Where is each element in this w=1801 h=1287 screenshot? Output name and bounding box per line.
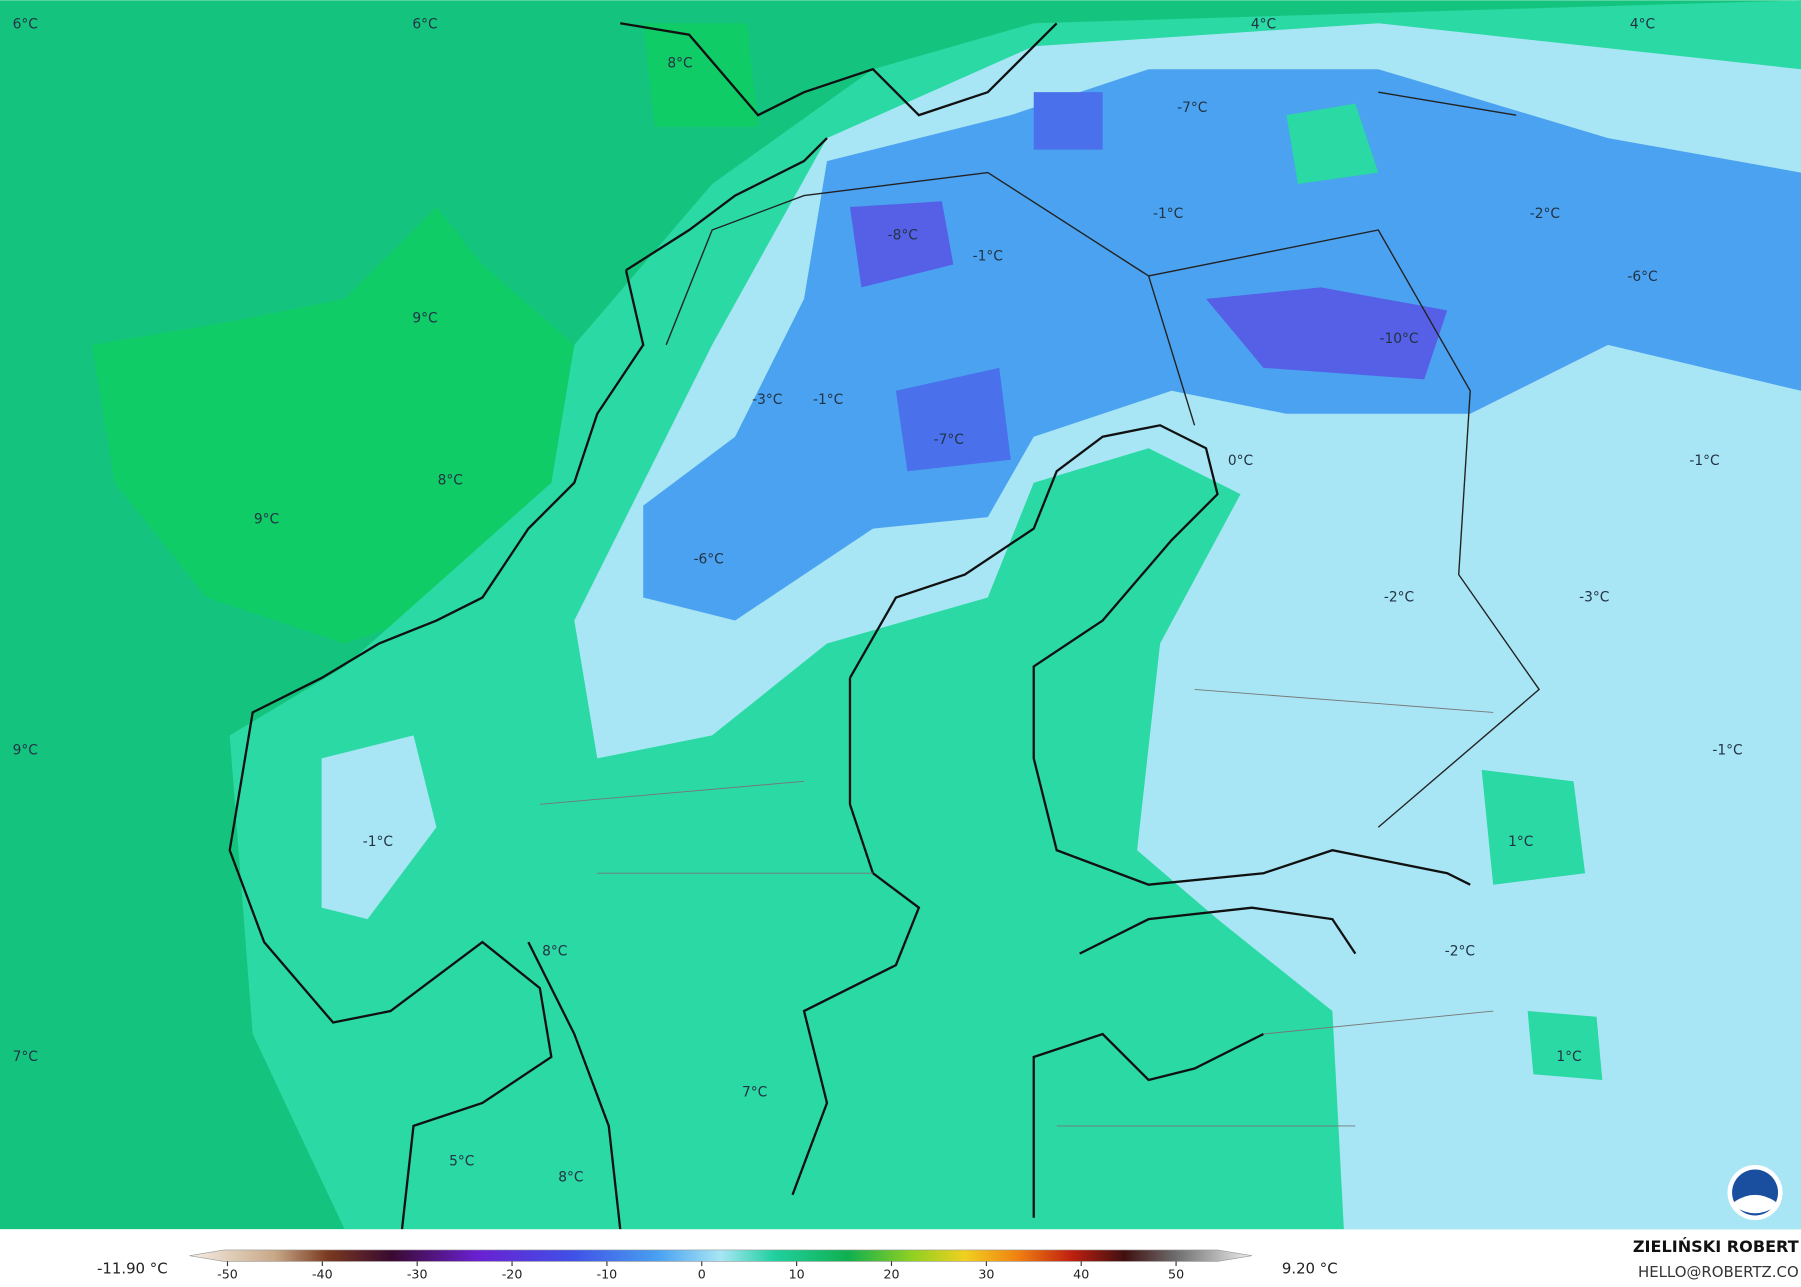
temp-label: 1°C — [1508, 834, 1533, 850]
colorbar-tick-label: -10 — [597, 1267, 618, 1282]
temp-label: 8°C — [667, 55, 692, 71]
temp-label: -7°C — [1177, 100, 1207, 116]
temp-label: 7°C — [13, 1049, 38, 1065]
temp-label: 8°C — [438, 472, 463, 488]
temp-label: 4°C — [1251, 16, 1276, 32]
credit-email: HELLO@ROBERTZ.CO — [1638, 1263, 1799, 1281]
temp-label: -10°C — [1379, 331, 1418, 347]
colorbar-tick-label: -20 — [502, 1267, 523, 1282]
temp-label: 1°C — [1556, 1049, 1581, 1065]
colorbar-tick-label: 0 — [698, 1267, 706, 1282]
temp-label: -1°C — [1689, 453, 1719, 469]
temp-label: 8°C — [542, 943, 567, 959]
temp-label: 5°C — [449, 1154, 474, 1170]
temp-label: -1°C — [1153, 206, 1183, 222]
temp-label: -6°C — [1627, 269, 1657, 285]
temp-label: 0°C — [1228, 453, 1253, 469]
temp-label: -6°C — [694, 552, 724, 568]
temp-label: 9°C — [412, 310, 437, 326]
footer: -11.90 °C 9.20 °C ZIELIŃSKI ROBERT HELLO… — [0, 1229, 1801, 1287]
temp-label: 7°C — [742, 1085, 767, 1101]
temp-label: 6°C — [13, 16, 38, 32]
temp-label: -1°C — [973, 248, 1003, 264]
colorbar-tick-label: 10 — [789, 1267, 805, 1282]
colorbar-tick-label: -40 — [312, 1267, 333, 1282]
credit-name: ZIELIŃSKI ROBERT — [1633, 1237, 1799, 1256]
colorbar-tick-label: -30 — [407, 1267, 428, 1282]
temp-label: -1°C — [813, 392, 843, 408]
temp-label: 9°C — [13, 742, 38, 758]
temp-label: -2°C — [1530, 206, 1560, 222]
colorbar-tick-label: -50 — [217, 1267, 238, 1282]
temp-label: -8°C — [888, 228, 918, 244]
temp-label: 4°C — [1630, 16, 1655, 32]
colorbar-tick-label: 30 — [978, 1267, 994, 1282]
min-label: -11.90 °C — [97, 1259, 168, 1277]
temp-label: -2°C — [1445, 943, 1475, 959]
temp-label: 8°C — [558, 1170, 583, 1186]
temp-label: -2°C — [1384, 590, 1414, 606]
temp-label: 9°C — [254, 511, 279, 527]
colorbar-tick-label: 40 — [1073, 1267, 1089, 1282]
colorbar — [189, 1249, 1253, 1262]
temp-label: -1°C — [1712, 742, 1742, 758]
temp-label: -3°C — [752, 392, 782, 408]
temp-label: -3°C — [1579, 590, 1609, 606]
temp-label: 6°C — [412, 16, 437, 32]
map — [0, 0, 1801, 1230]
colorbar-tick-label: 50 — [1168, 1267, 1184, 1282]
max-label: 9.20 °C — [1282, 1259, 1338, 1277]
temp-label: -1°C — [363, 834, 393, 850]
colorbar-tick-label: 20 — [883, 1267, 899, 1282]
temp-label: -7°C — [934, 432, 964, 448]
map-labels: 6°C 6°C 8°C 4°C 4°C -7°C -1°C -2°C -8°C -1°C -6°C 9… — [13, 16, 1743, 1185]
